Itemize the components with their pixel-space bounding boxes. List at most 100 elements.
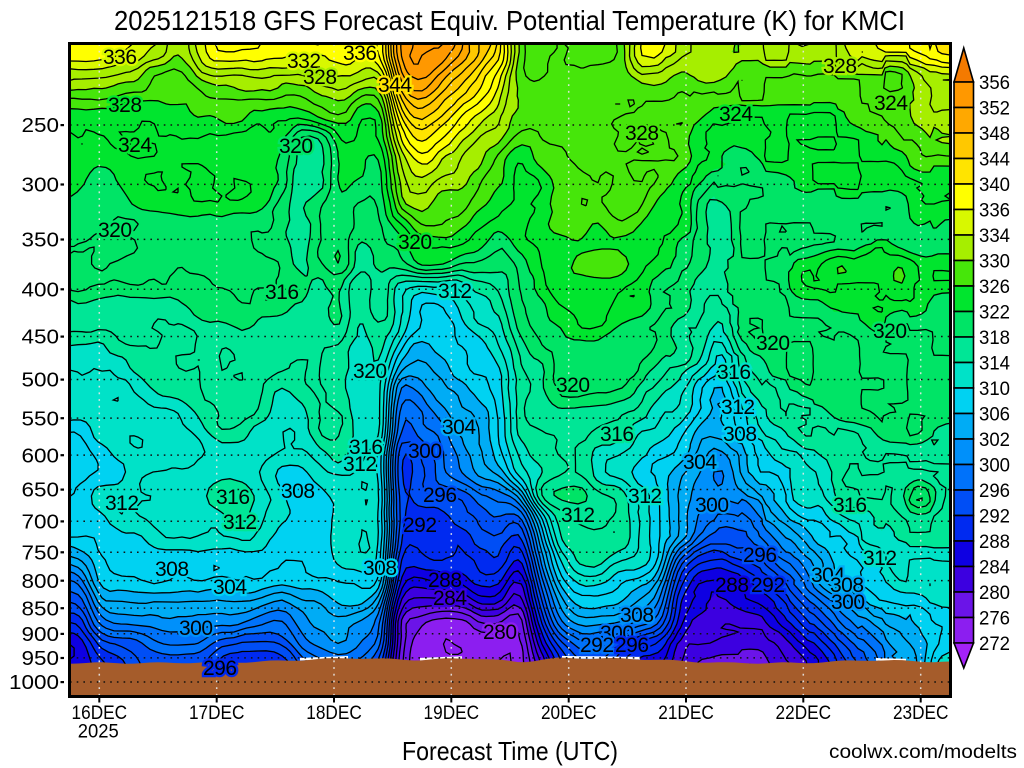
svg-text:336: 336 xyxy=(103,46,137,69)
svg-text:308: 308 xyxy=(620,604,654,627)
svg-text:304: 304 xyxy=(683,451,717,474)
svg-text:322: 322 xyxy=(979,303,1010,324)
svg-text:312: 312 xyxy=(721,396,755,419)
svg-text:328: 328 xyxy=(823,55,857,78)
svg-text:324: 324 xyxy=(874,92,908,115)
svg-text:300: 300 xyxy=(408,440,442,463)
svg-text:324: 324 xyxy=(719,103,753,126)
svg-text:312: 312 xyxy=(721,396,755,419)
svg-text:284: 284 xyxy=(433,587,467,610)
svg-text:296: 296 xyxy=(203,657,237,680)
svg-text:308: 308 xyxy=(830,574,864,597)
svg-text:320: 320 xyxy=(98,219,132,242)
svg-text:272: 272 xyxy=(979,634,1010,655)
svg-text:312: 312 xyxy=(628,485,662,508)
svg-text:316: 316 xyxy=(717,361,751,384)
svg-text:328: 328 xyxy=(823,55,857,78)
svg-text:250: 250 xyxy=(22,115,60,137)
svg-text:326: 326 xyxy=(979,277,1010,298)
svg-text:280: 280 xyxy=(483,621,517,644)
svg-text:300: 300 xyxy=(179,617,213,640)
svg-text:316: 316 xyxy=(833,494,867,517)
svg-text:304: 304 xyxy=(811,564,845,587)
svg-text:308: 308 xyxy=(281,480,315,503)
svg-text:312: 312 xyxy=(438,280,472,303)
svg-text:308: 308 xyxy=(155,558,189,581)
svg-text:300: 300 xyxy=(695,494,729,517)
svg-text:300: 300 xyxy=(831,591,865,614)
svg-text:344: 344 xyxy=(378,74,412,97)
svg-text:304: 304 xyxy=(442,416,476,439)
svg-text:300: 300 xyxy=(179,617,213,640)
svg-text:700: 700 xyxy=(22,512,60,534)
svg-text:304: 304 xyxy=(442,416,476,439)
svg-text:292: 292 xyxy=(580,634,614,657)
svg-text:292: 292 xyxy=(751,574,785,597)
svg-text:316: 316 xyxy=(216,486,250,509)
svg-text:308: 308 xyxy=(363,557,397,580)
svg-text:304: 304 xyxy=(213,576,247,599)
svg-text:304: 304 xyxy=(683,451,717,474)
svg-text:320: 320 xyxy=(756,332,790,355)
svg-text:320: 320 xyxy=(353,360,387,383)
svg-text:312: 312 xyxy=(343,453,377,476)
svg-text:650: 650 xyxy=(22,480,60,502)
svg-text:Forecast Time (UTC): Forecast Time (UTC) xyxy=(402,736,618,766)
svg-text:292: 292 xyxy=(403,514,437,537)
svg-text:316: 316 xyxy=(717,361,751,384)
svg-text:320: 320 xyxy=(556,374,590,397)
svg-text:288: 288 xyxy=(715,574,749,597)
svg-text:328: 328 xyxy=(625,122,659,145)
svg-text:292: 292 xyxy=(403,514,437,537)
svg-text:328: 328 xyxy=(303,66,337,89)
svg-text:284: 284 xyxy=(979,558,1010,579)
svg-text:23DEC: 23DEC xyxy=(893,703,949,724)
svg-text:312: 312 xyxy=(863,547,897,570)
svg-text:336: 336 xyxy=(343,42,377,65)
svg-text:352: 352 xyxy=(979,99,1010,120)
svg-text:20DEC: 20DEC xyxy=(541,703,597,724)
svg-text:330: 330 xyxy=(979,252,1010,273)
svg-text:308: 308 xyxy=(363,557,397,580)
svg-text:450: 450 xyxy=(22,327,60,349)
svg-text:300: 300 xyxy=(600,622,634,645)
svg-text:296: 296 xyxy=(615,634,649,657)
svg-text:316: 316 xyxy=(265,281,299,304)
svg-text:328: 328 xyxy=(625,122,659,145)
svg-text:280: 280 xyxy=(979,583,1010,604)
svg-text:340: 340 xyxy=(979,175,1010,196)
svg-text:336: 336 xyxy=(103,46,137,69)
svg-text:312: 312 xyxy=(105,492,139,515)
svg-text:316: 316 xyxy=(833,494,867,517)
svg-text:320: 320 xyxy=(556,374,590,397)
svg-text:2025: 2025 xyxy=(78,722,119,743)
svg-text:300: 300 xyxy=(22,175,60,197)
svg-text:344: 344 xyxy=(979,150,1010,171)
svg-text:308: 308 xyxy=(155,558,189,581)
svg-text:300: 300 xyxy=(600,622,634,645)
svg-text:320: 320 xyxy=(279,135,313,158)
svg-text:316: 316 xyxy=(265,281,299,304)
svg-text:292: 292 xyxy=(580,634,614,657)
svg-text:300: 300 xyxy=(408,440,442,463)
svg-text:320: 320 xyxy=(873,320,907,343)
svg-text:316: 316 xyxy=(216,486,250,509)
svg-text:320: 320 xyxy=(398,231,432,254)
svg-text:296: 296 xyxy=(423,484,457,507)
svg-text:308: 308 xyxy=(830,574,864,597)
svg-text:276: 276 xyxy=(979,609,1010,630)
svg-text:296: 296 xyxy=(979,481,1010,502)
svg-text:600: 600 xyxy=(22,445,60,467)
svg-text:312: 312 xyxy=(628,485,662,508)
svg-text:312: 312 xyxy=(438,280,472,303)
svg-text:550: 550 xyxy=(22,408,60,430)
svg-text:288: 288 xyxy=(979,532,1010,553)
svg-text:312: 312 xyxy=(561,504,595,527)
svg-text:302: 302 xyxy=(979,430,1010,451)
svg-text:320: 320 xyxy=(398,231,432,254)
svg-text:308: 308 xyxy=(281,480,315,503)
svg-text:316: 316 xyxy=(600,423,634,446)
svg-text:324: 324 xyxy=(874,92,908,115)
svg-text:328: 328 xyxy=(108,94,142,117)
svg-text:314: 314 xyxy=(979,354,1010,375)
